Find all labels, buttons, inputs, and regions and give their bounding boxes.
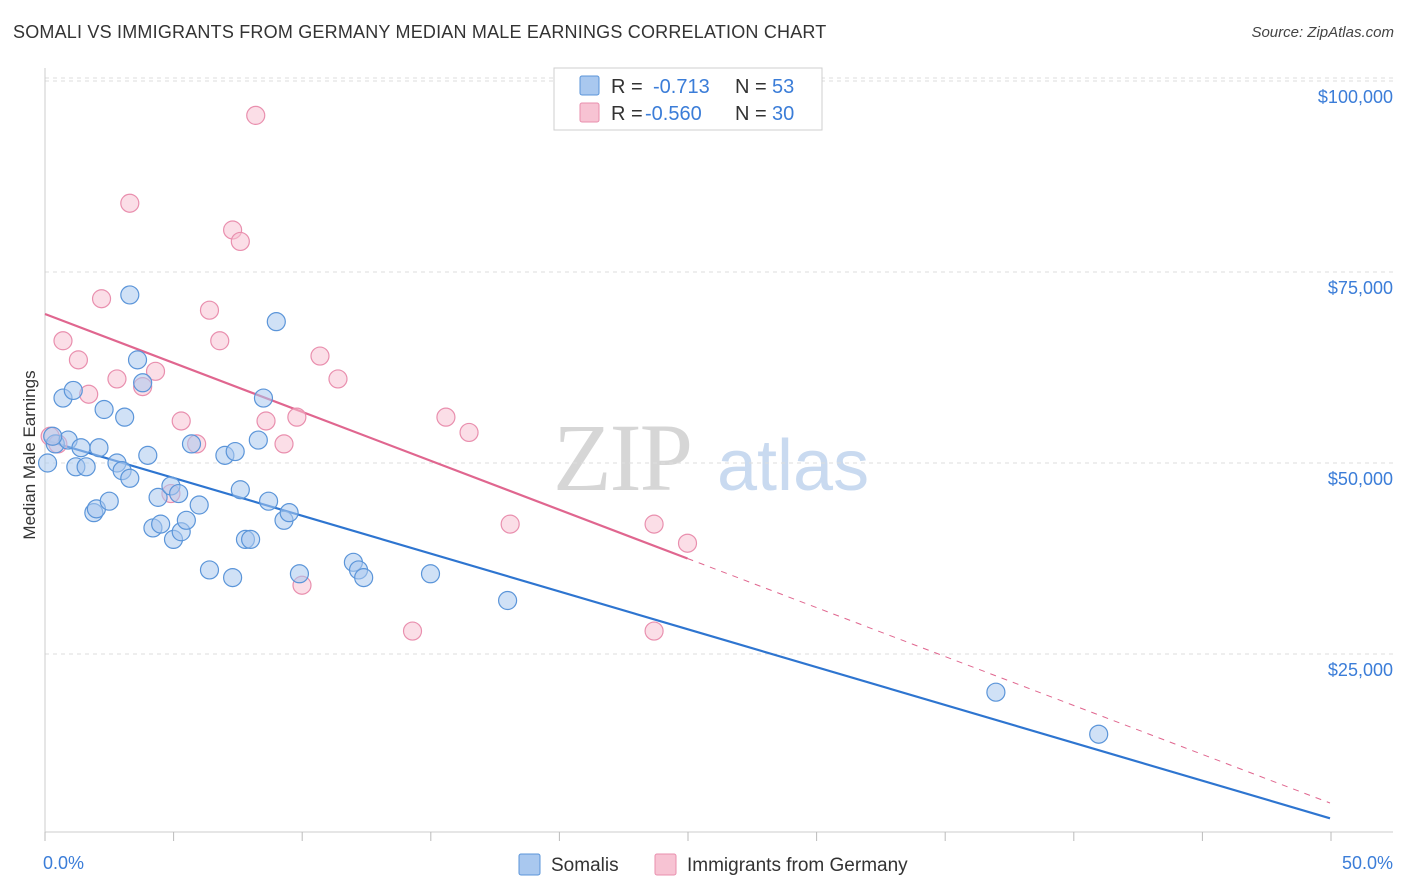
x-tick-label-max: 50.0% <box>1342 853 1393 873</box>
legend-somali-swatch <box>579 75 600 96</box>
legend-germany-n-value: 30 <box>772 103 794 125</box>
somali-point <box>138 445 158 465</box>
somali-point <box>498 590 518 611</box>
germany-point <box>677 533 698 553</box>
somali-point <box>181 434 202 454</box>
legend-germany-r-value: -0.560 <box>645 103 702 125</box>
somali-point <box>258 491 279 511</box>
germany-point <box>91 289 112 309</box>
somali-point <box>354 567 374 588</box>
watermark: ZIP atlas <box>553 404 869 511</box>
somali-point <box>43 426 63 446</box>
somali-point <box>1089 724 1109 744</box>
legend-somali-n-label: N = <box>735 76 767 98</box>
somali-point <box>279 503 299 523</box>
y-axis-tick-labels: $25,000 $50,000 $75,000 $100,000 <box>1318 87 1393 680</box>
germany-point <box>230 231 250 252</box>
somali-point <box>420 564 441 584</box>
germany-point <box>402 621 423 641</box>
germany-point <box>199 300 220 320</box>
somali-point <box>89 438 109 458</box>
somali-point <box>176 510 196 530</box>
legend-somali-r-label: R = <box>611 76 643 98</box>
somali-point <box>223 567 243 588</box>
bottom-legend-somali-swatch <box>518 853 541 876</box>
x-axis-ticks <box>44 832 1332 841</box>
somali-point <box>151 514 171 534</box>
somali-point <box>189 495 209 515</box>
germany-point <box>171 411 191 431</box>
germany-point <box>328 369 348 389</box>
correlation-legend: R = -0.713 N = 53 R = -0.560 N = 30 <box>553 67 823 131</box>
somali-point <box>37 453 58 473</box>
somali-point <box>115 407 135 427</box>
legend-somali-n-value: 53 <box>772 76 794 98</box>
germany-trendline <box>44 312 688 560</box>
germany-point <box>644 514 664 534</box>
series-legend: Somalis Immigrants from Germany <box>518 853 908 876</box>
somali-point <box>120 468 140 488</box>
watermark-atlas: atlas <box>717 426 869 506</box>
germany-trendline-extension <box>687 558 1331 804</box>
x-tick-label-min: 0.0% <box>43 853 84 873</box>
somali-trendline <box>44 439 1331 820</box>
germany-point <box>256 411 276 431</box>
somali-point <box>94 399 114 420</box>
source-label: Source: ZipAtlas.com <box>1251 24 1394 41</box>
germany-point <box>246 105 266 125</box>
germany-point <box>310 346 330 366</box>
germany-point <box>210 331 230 351</box>
gridlines <box>45 77 1393 655</box>
y-axis-label: Median Male Earnings <box>20 370 39 539</box>
somali-point <box>133 373 153 393</box>
somali-points <box>37 285 1109 744</box>
y-tick-label: $100,000 <box>1318 87 1393 107</box>
legend-germany-swatch <box>579 102 600 123</box>
legend-germany-n-label: N = <box>735 103 767 125</box>
germany-point <box>120 193 140 213</box>
germany-points <box>40 105 698 641</box>
somali-point <box>199 560 220 580</box>
legend-somali-r-value: -0.713 <box>653 76 710 98</box>
somali-point <box>241 529 261 550</box>
somali-point <box>266 312 286 332</box>
somali-point <box>63 380 83 401</box>
y-tick-label: $25,000 <box>1328 660 1393 680</box>
germany-point <box>107 369 127 389</box>
somali-point <box>99 491 119 511</box>
trendlines <box>44 312 1331 820</box>
y-tick-label: $50,000 <box>1328 469 1393 489</box>
germany-point <box>287 407 307 427</box>
somali-point <box>76 457 96 477</box>
watermark-zip: ZIP <box>553 404 691 511</box>
legend-germany-r-label: R = <box>611 103 643 125</box>
germany-point <box>644 621 664 641</box>
germany-point <box>500 514 520 534</box>
bottom-legend-germany-label: Immigrants from Germany <box>687 855 908 876</box>
somali-point <box>120 285 140 305</box>
somali-point <box>248 430 268 450</box>
somali-point <box>225 441 245 462</box>
chart-title: SOMALI VS IMMIGRANTS FROM GERMANY MEDIAN… <box>13 22 827 42</box>
germany-point <box>436 407 456 427</box>
bottom-legend-somali-label: Somalis <box>551 855 619 876</box>
somali-point <box>289 564 310 584</box>
somali-point <box>71 438 91 458</box>
somali-point <box>169 483 189 504</box>
somali-point <box>230 480 250 500</box>
somali-point <box>148 487 168 507</box>
somali-point <box>986 682 1006 702</box>
somali-point <box>253 388 274 408</box>
bottom-legend-germany-swatch <box>654 853 677 876</box>
germany-point <box>459 422 479 443</box>
y-tick-label: $75,000 <box>1328 278 1393 298</box>
germany-point <box>145 361 166 381</box>
germany-point <box>53 331 73 351</box>
germany-point <box>274 434 294 454</box>
somali-point <box>127 350 148 370</box>
germany-point <box>68 350 89 370</box>
